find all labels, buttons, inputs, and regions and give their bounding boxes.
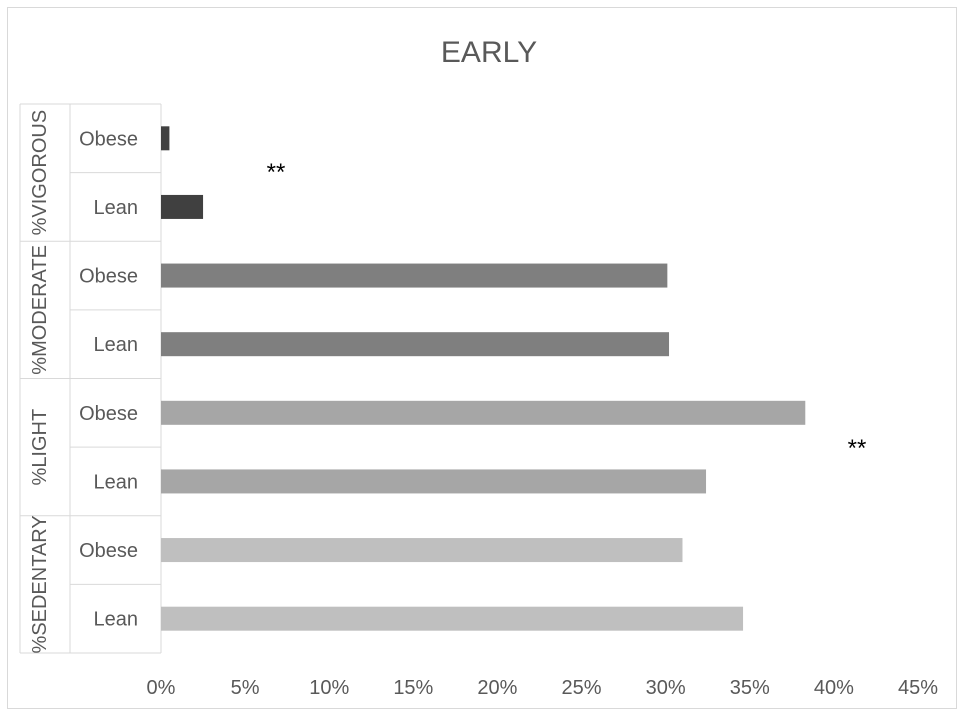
x-tick-label: 25%	[562, 677, 602, 699]
x-tick-label: 0%	[147, 677, 176, 699]
bar	[161, 194, 204, 219]
x-tick-label: 40%	[814, 677, 854, 699]
bar	[161, 263, 668, 288]
group-label: %SEDENTARY	[29, 515, 51, 653]
x-tick-label: 10%	[309, 677, 349, 699]
bar	[161, 606, 744, 631]
x-tick-label: 45%	[898, 677, 938, 699]
row-label: Obese	[79, 403, 138, 425]
bar	[161, 332, 670, 357]
row-label: Lean	[94, 609, 139, 631]
significance-annotation: **	[267, 159, 286, 186]
chart-title: EARLY	[441, 36, 537, 69]
row-label: Lean	[94, 334, 139, 356]
group-label: %MODERATE	[29, 245, 51, 375]
bar	[161, 400, 806, 425]
row-label: Lean	[94, 197, 139, 219]
x-tick-label: 20%	[477, 677, 517, 699]
row-label: Lean	[94, 471, 139, 493]
bar	[161, 126, 170, 151]
row-label: Obese	[79, 266, 138, 288]
x-tick-label: 15%	[393, 677, 433, 699]
x-tick-label: 35%	[730, 677, 770, 699]
row-label: Obese	[79, 540, 138, 562]
bar	[161, 538, 683, 563]
group-label: %VIGOROUS	[29, 110, 51, 236]
chart-frame	[7, 7, 957, 709]
bars	[161, 126, 806, 631]
significance-annotation: **	[848, 435, 867, 462]
group-label: %LIGHT	[29, 409, 51, 486]
x-tick-label: 5%	[231, 677, 260, 699]
bar	[161, 469, 707, 494]
category-labels: Obese Lean Obese Lean Obese Lean Obese Lean %VIG…	[29, 110, 138, 654]
x-tick-label: 30%	[646, 677, 686, 699]
x-tick-labels: 0% 5% 10% 15% 20% 25% 30% 35% 40% 45%	[147, 677, 939, 699]
annotations: ** **	[267, 159, 867, 462]
row-label: Obese	[79, 128, 138, 150]
